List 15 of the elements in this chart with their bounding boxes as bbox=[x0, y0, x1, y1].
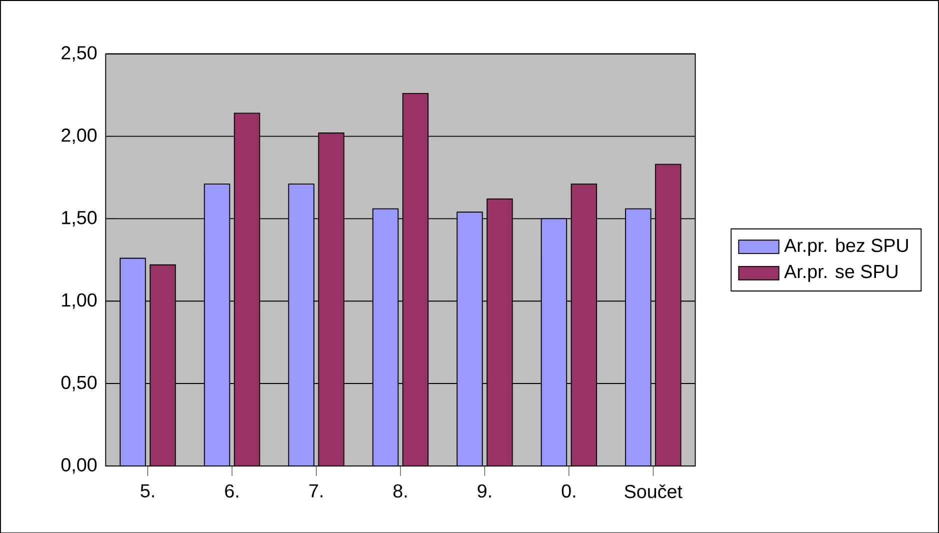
x-tick-label: 5. bbox=[140, 484, 154, 498]
y-tick-label: 0,50 bbox=[61, 376, 97, 392]
y-tick-label: 0,00 bbox=[61, 458, 97, 474]
legend-label: Ar.pr. bez SPU bbox=[784, 238, 908, 256]
x-tick-label: 0. bbox=[562, 484, 576, 498]
x-tick-label: 7. bbox=[309, 484, 322, 498]
legend-label: Ar.pr. se SPU bbox=[784, 264, 898, 282]
x-tick-label: 6. bbox=[225, 484, 238, 498]
x-tick-label: Součet bbox=[624, 484, 682, 498]
x-tick-label: 9. bbox=[478, 484, 491, 498]
x-tick-label: 8. bbox=[393, 484, 407, 498]
y-tick-label: 2,00 bbox=[62, 128, 97, 144]
y-tick-label: 1,00 bbox=[62, 293, 97, 309]
y-tick-label: 2,50 bbox=[62, 46, 97, 62]
y-tick-label: 1,50 bbox=[62, 210, 97, 226]
